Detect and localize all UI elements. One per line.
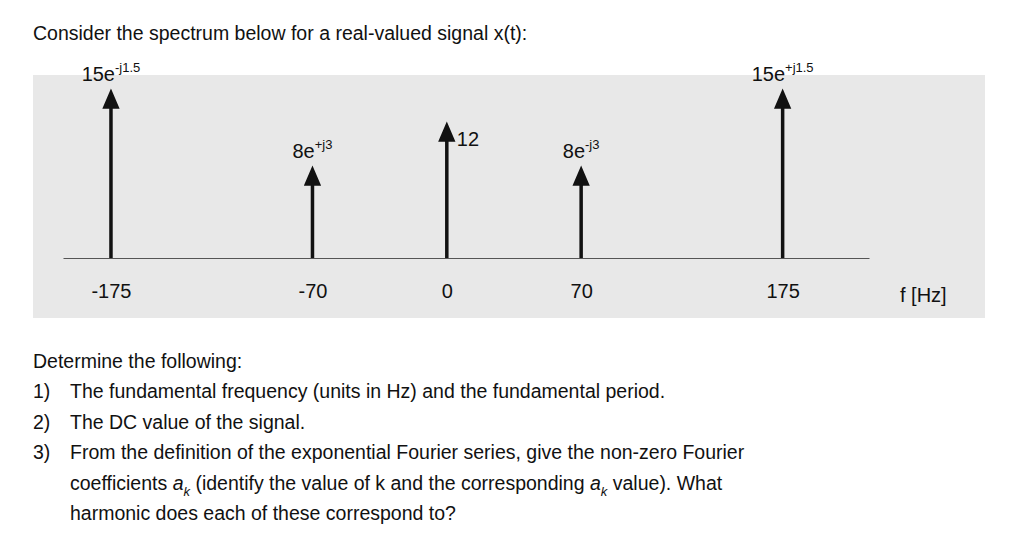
x-axis-label: f [Hz]: [900, 284, 947, 306]
question-line: The DC value of the signal.: [70, 411, 305, 433]
x-tick: 0: [442, 258, 453, 302]
question-number: 2): [33, 411, 50, 433]
spectral-line: [777, 93, 789, 258]
x-tick-label: 70: [571, 280, 593, 302]
data-labels: 15e-j1.5 8e+j3 12 8e-j3 15e+j1.5: [82, 60, 814, 162]
text-run: harmonic does each of these correspond t…: [70, 502, 456, 524]
question-line: harmonic does each of these correspond t…: [70, 502, 456, 524]
x-tick: 70: [571, 258, 593, 302]
page: Consider the spectrum below for a real-v…: [0, 0, 1024, 555]
x-tick-label: -70: [299, 280, 328, 302]
question-line: coefficients ak (identify the value of k…: [70, 472, 723, 499]
text-run: value). What: [607, 472, 722, 494]
x-tick: -70: [299, 258, 328, 302]
stems: [105, 93, 789, 258]
data-label: 8e+j3: [292, 137, 332, 162]
text-run: The DC value of the signal.: [70, 411, 305, 433]
spectral-line: [306, 170, 318, 258]
data-label: 15e+j1.5: [752, 60, 814, 85]
spectral-line: [105, 93, 117, 258]
x-tick-label: 0: [442, 280, 453, 302]
spectral-line: [441, 126, 453, 258]
question-line: The fundamental frequency (units in Hz) …: [70, 380, 665, 402]
x-axis: -175 -70 0 70 175: [64, 258, 870, 302]
chart-background: [33, 75, 985, 318]
data-label: 12: [457, 128, 479, 150]
intro-text: Consider the spectrum below for a real-v…: [33, 22, 527, 44]
spectral-line: [575, 170, 587, 258]
text-run: coefficients: [70, 472, 173, 494]
x-tick-label: -175: [91, 280, 131, 302]
x-tick: -175: [91, 258, 131, 302]
x-tick: 175: [766, 258, 799, 302]
question-line: From the definition of the exponential F…: [70, 441, 745, 463]
data-label: 8e-j3: [563, 137, 600, 162]
text-run: The fundamental frequency (units in Hz) …: [70, 380, 665, 402]
x-tick-label: 175: [766, 280, 799, 302]
questions-heading: Determine the following:: [33, 350, 242, 372]
x-axis-line: [64, 258, 870, 259]
question-number: 3): [33, 441, 50, 463]
math-symbol: a: [173, 472, 184, 494]
text-run: From the definition of the exponential F…: [70, 441, 745, 463]
text-run: (identify the value of k and the corresp…: [190, 472, 590, 494]
question-number: 1): [33, 380, 50, 402]
math-symbol: a: [590, 472, 601, 494]
data-label: 15e-j1.5: [82, 60, 141, 85]
